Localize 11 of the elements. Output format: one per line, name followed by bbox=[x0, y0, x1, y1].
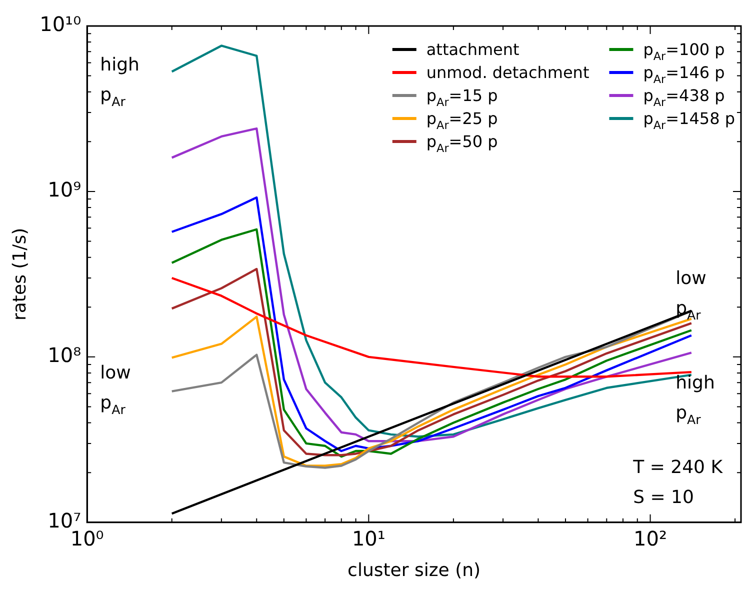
x-axis-title: cluster size (n) bbox=[348, 560, 481, 581]
y-tick-label: 10¹⁰ bbox=[40, 12, 82, 36]
x-tick-label: 10² bbox=[634, 526, 667, 551]
annotation: T = 240 K S = 10 bbox=[632, 456, 724, 508]
legend-label: attachment bbox=[426, 40, 520, 60]
x-tick-label: 10¹ bbox=[352, 526, 386, 551]
y-tick-label: 10⁸ bbox=[48, 343, 82, 368]
y-axis-title: rates (1/s) bbox=[9, 228, 30, 321]
x-tick-label: 10⁰ bbox=[70, 526, 104, 551]
legend-label: unmod. detachment bbox=[426, 63, 590, 82]
y-tick-label: 10⁹ bbox=[48, 178, 82, 202]
